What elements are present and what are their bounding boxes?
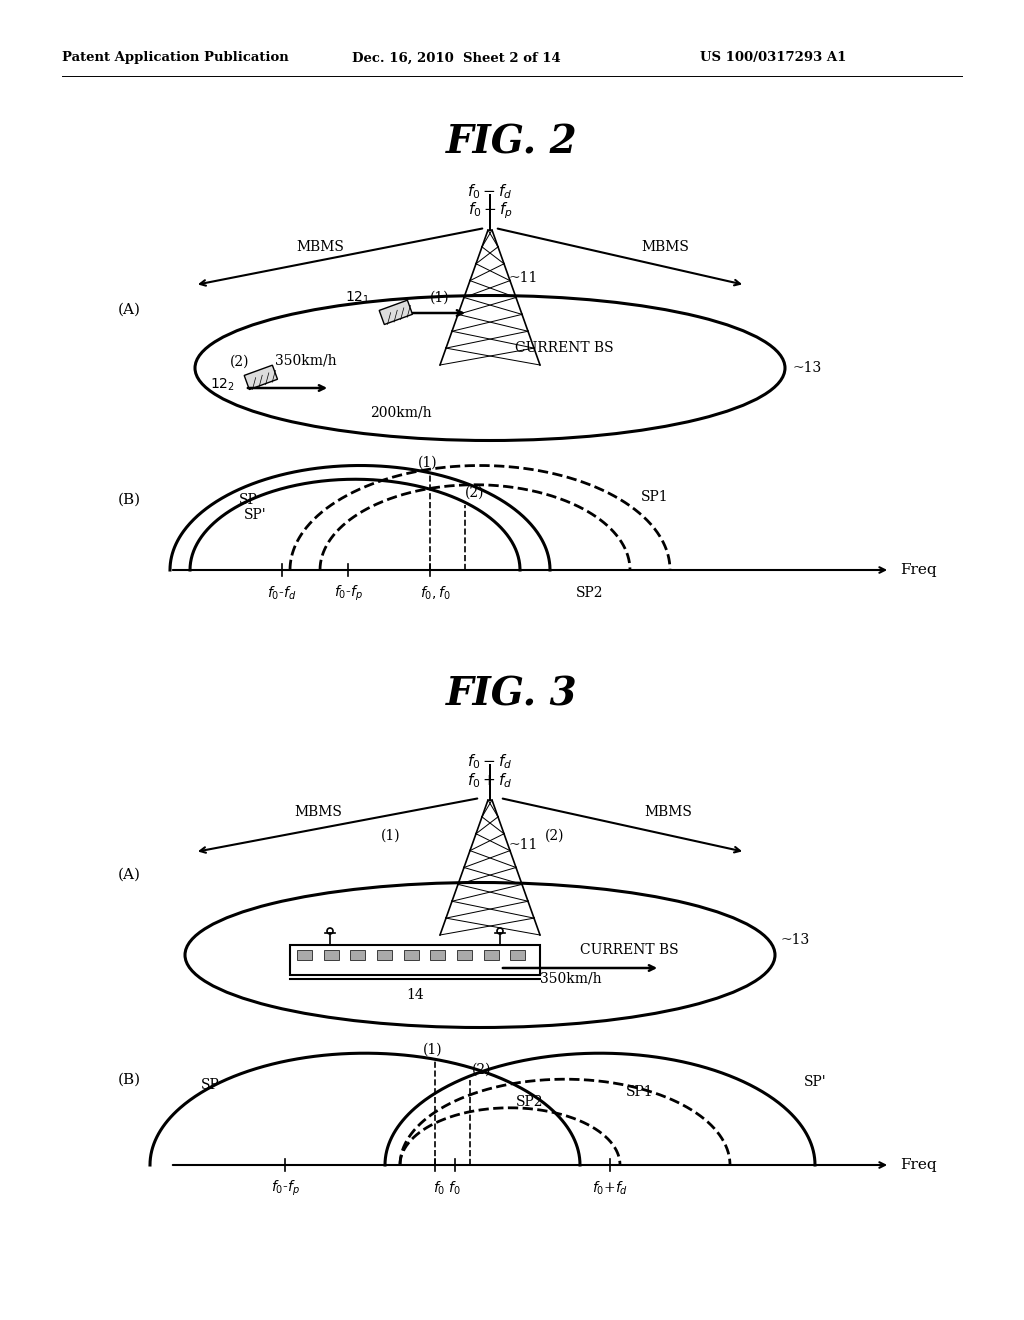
Text: $f_0-f_p$: $f_0-f_p$ bbox=[468, 201, 512, 222]
Text: $f_0$+$f_d$: $f_0$+$f_d$ bbox=[592, 1179, 628, 1197]
Text: Freq: Freq bbox=[900, 564, 937, 577]
Text: SP: SP bbox=[239, 492, 257, 507]
Text: $f_0,f_0$: $f_0,f_0$ bbox=[420, 585, 451, 602]
Text: MBMS: MBMS bbox=[641, 240, 689, 253]
Text: ~11: ~11 bbox=[508, 271, 538, 285]
Bar bbox=[379, 300, 413, 325]
Text: (1): (1) bbox=[380, 829, 400, 843]
Text: SP2: SP2 bbox=[516, 1096, 544, 1109]
Text: MBMS: MBMS bbox=[644, 805, 692, 818]
Text: $f_0$-$f_p$: $f_0$-$f_p$ bbox=[270, 1179, 299, 1197]
Text: $f_0\ f_0$: $f_0\ f_0$ bbox=[433, 1179, 461, 1197]
Text: (2): (2) bbox=[465, 486, 484, 500]
Text: Patent Application Publication: Patent Application Publication bbox=[62, 51, 289, 65]
Bar bbox=[324, 950, 339, 960]
Bar bbox=[350, 950, 366, 960]
Text: $f_0-f_d$: $f_0-f_d$ bbox=[467, 752, 513, 771]
Bar bbox=[297, 950, 312, 960]
Bar bbox=[483, 950, 499, 960]
Text: $f_0-f_d$: $f_0-f_d$ bbox=[467, 182, 513, 202]
Text: SP2: SP2 bbox=[577, 586, 604, 601]
Text: (1): (1) bbox=[418, 455, 438, 470]
Text: MBMS: MBMS bbox=[296, 240, 344, 253]
Text: ~13: ~13 bbox=[792, 360, 821, 375]
Text: (B): (B) bbox=[118, 1073, 141, 1086]
Text: SP1: SP1 bbox=[627, 1085, 653, 1100]
Bar bbox=[290, 945, 540, 975]
Text: FIG. 2: FIG. 2 bbox=[446, 123, 578, 161]
Text: SP': SP' bbox=[804, 1074, 826, 1089]
Bar bbox=[377, 950, 392, 960]
Text: 350km/h: 350km/h bbox=[275, 352, 337, 367]
Bar bbox=[510, 950, 525, 960]
Bar bbox=[244, 366, 278, 389]
Text: $f_0+f_d$: $f_0+f_d$ bbox=[467, 772, 513, 791]
Text: Freq: Freq bbox=[900, 1158, 937, 1172]
Text: $12_1$: $12_1$ bbox=[345, 290, 371, 306]
Text: MBMS: MBMS bbox=[294, 805, 342, 818]
Text: (1): (1) bbox=[423, 1043, 442, 1057]
Text: ~13: ~13 bbox=[780, 933, 809, 946]
Text: (2): (2) bbox=[545, 829, 564, 843]
Bar bbox=[430, 950, 445, 960]
Bar bbox=[457, 950, 472, 960]
Text: (2): (2) bbox=[472, 1063, 492, 1077]
Text: (A): (A) bbox=[118, 304, 141, 317]
Text: SP': SP' bbox=[244, 508, 266, 521]
Text: SP1: SP1 bbox=[641, 490, 669, 504]
Text: Dec. 16, 2010  Sheet 2 of 14: Dec. 16, 2010 Sheet 2 of 14 bbox=[352, 51, 561, 65]
Text: 350km/h: 350km/h bbox=[540, 972, 602, 985]
Text: (1): (1) bbox=[430, 290, 450, 305]
Text: ~11: ~11 bbox=[508, 838, 538, 851]
Text: CURRENT BS: CURRENT BS bbox=[580, 942, 679, 957]
Text: $12_2$: $12_2$ bbox=[211, 376, 236, 393]
Text: 200km/h: 200km/h bbox=[370, 405, 432, 418]
Text: CURRENT BS: CURRENT BS bbox=[515, 341, 613, 355]
Text: $f_0$-$f_d$: $f_0$-$f_d$ bbox=[267, 585, 297, 602]
Text: (2): (2) bbox=[230, 355, 250, 370]
Text: (B): (B) bbox=[118, 492, 141, 507]
Text: SP: SP bbox=[201, 1078, 219, 1092]
Text: (A): (A) bbox=[118, 869, 141, 882]
Text: FIG. 3: FIG. 3 bbox=[446, 676, 578, 714]
Text: 14: 14 bbox=[407, 987, 424, 1002]
Bar bbox=[403, 950, 419, 960]
Text: $f_0$-$f_p$: $f_0$-$f_p$ bbox=[334, 583, 362, 603]
Text: US 100/0317293 A1: US 100/0317293 A1 bbox=[700, 51, 847, 65]
